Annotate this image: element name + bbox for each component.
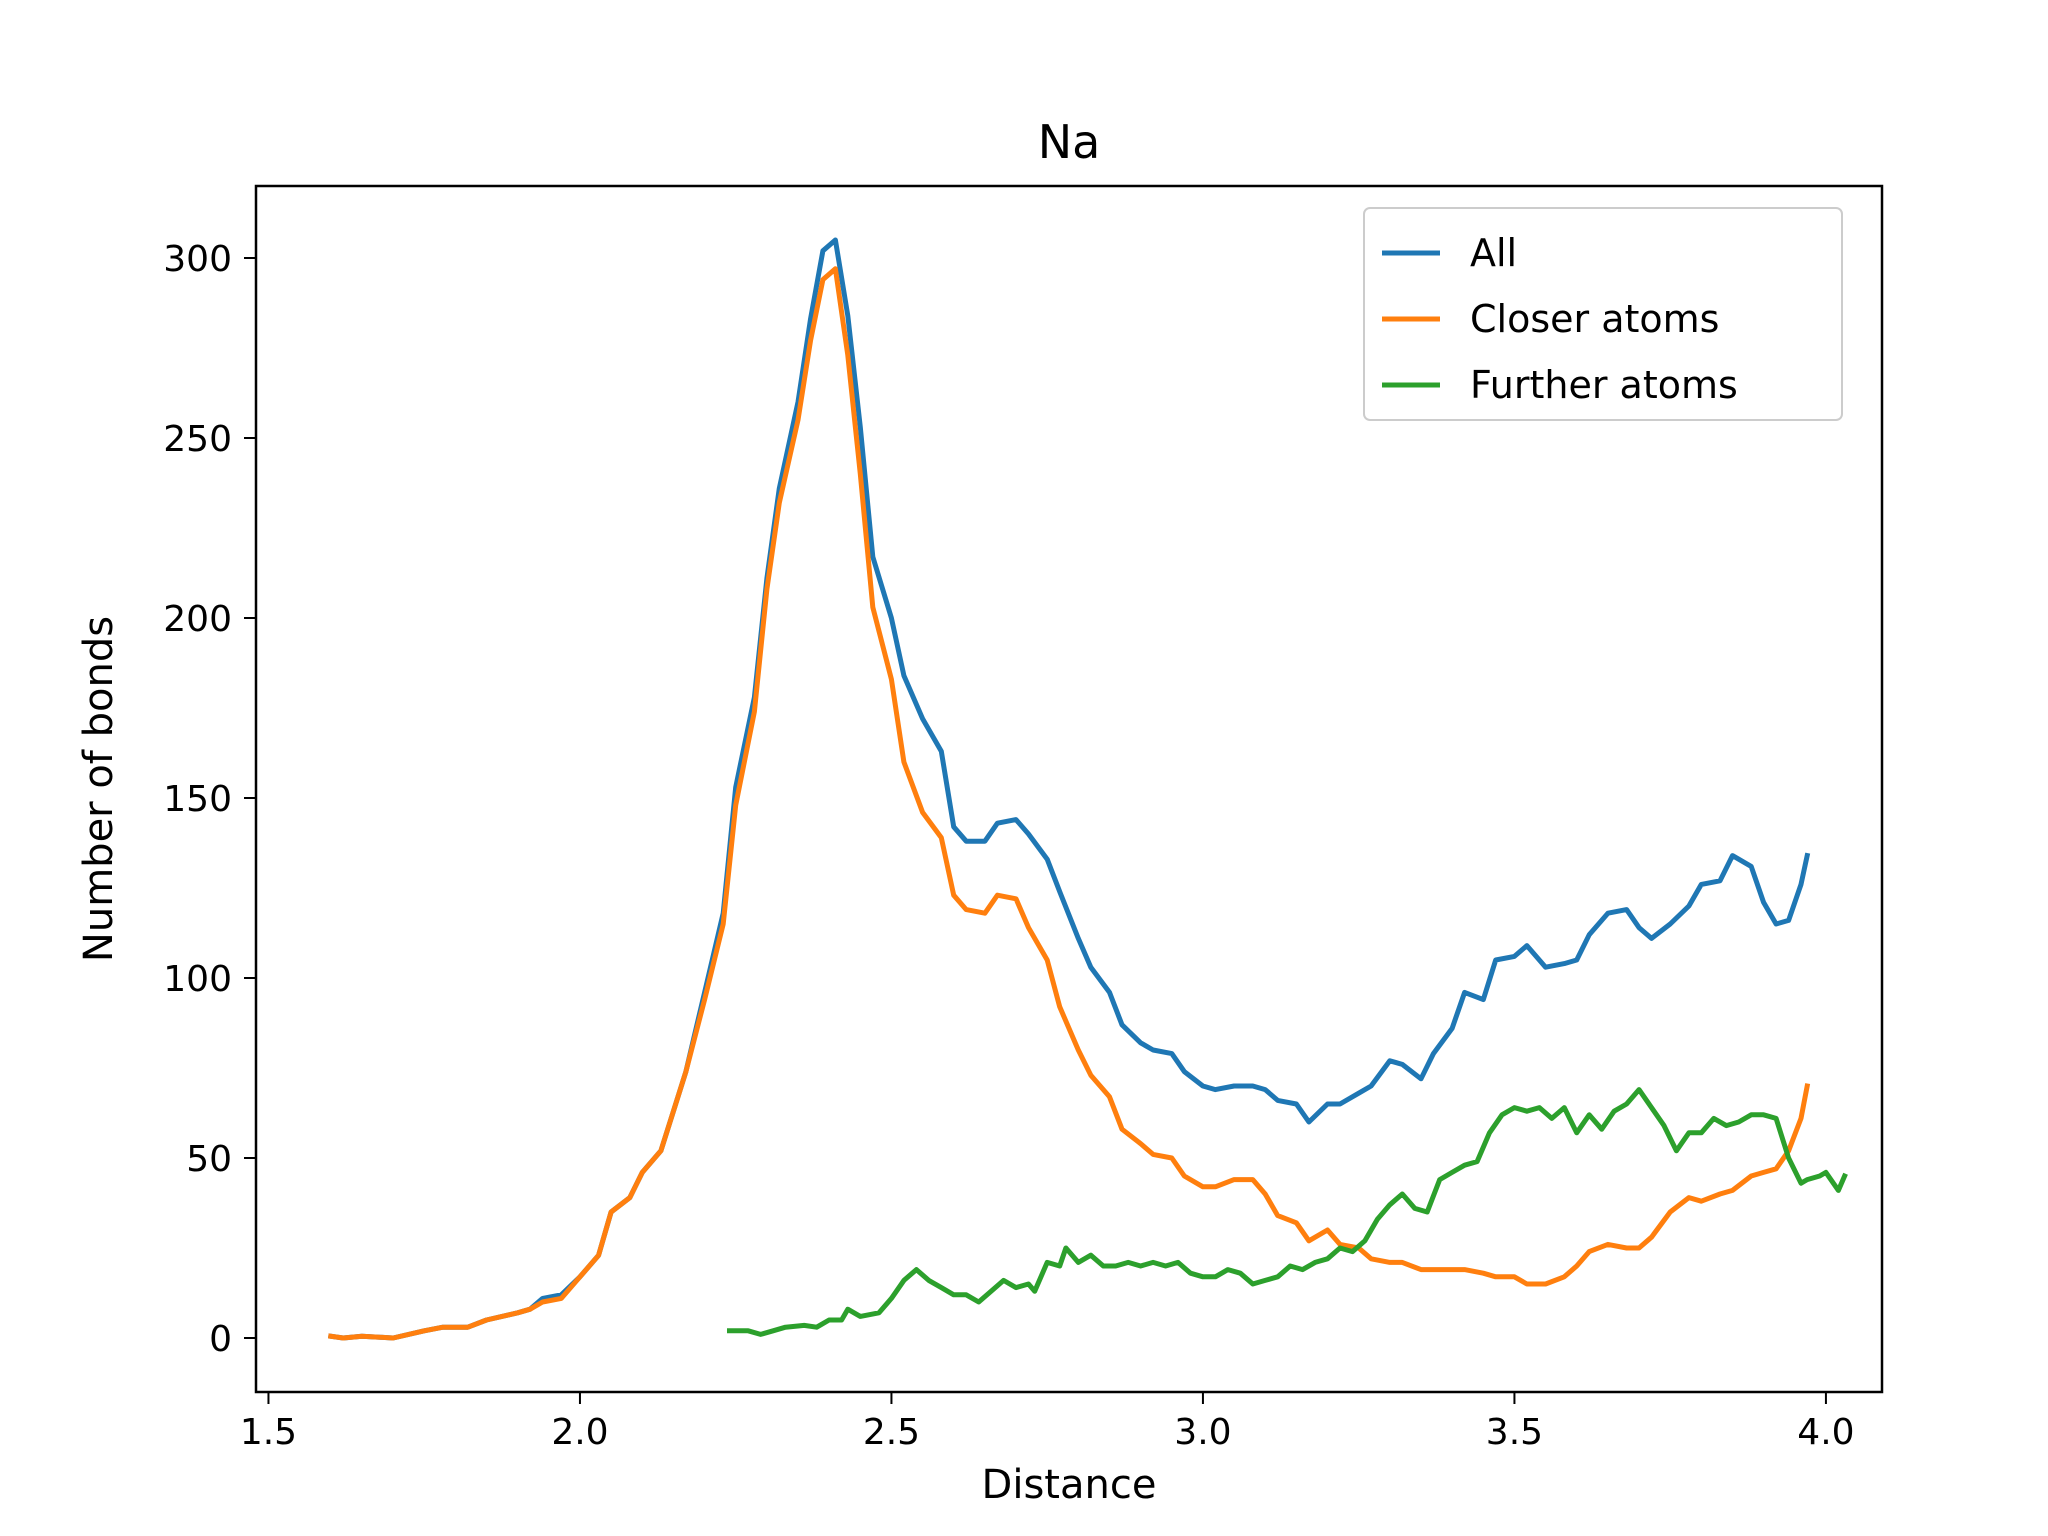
y-axis-label: Number of bonds bbox=[76, 616, 122, 962]
y-tick-label: 300 bbox=[163, 239, 232, 280]
legend-label: Closer atoms bbox=[1470, 297, 1719, 341]
series-line-closer-atoms bbox=[327, 266, 1811, 1341]
y-tick-label: 50 bbox=[186, 1139, 232, 1180]
y-tick-label: 0 bbox=[209, 1319, 232, 1360]
chart-title: Na bbox=[1038, 115, 1101, 169]
x-tick-label: 3.0 bbox=[1174, 1412, 1231, 1453]
y-tick-label: 200 bbox=[163, 599, 232, 640]
y-tick-label: 150 bbox=[163, 779, 232, 820]
x-tick-label: 2.0 bbox=[551, 1412, 608, 1453]
legend-label: All bbox=[1470, 231, 1517, 275]
series-line-further-atoms bbox=[727, 1087, 1848, 1337]
plot-frame bbox=[254, 184, 1884, 1394]
legend: All Closer atoms Further atoms bbox=[1363, 207, 1843, 421]
series-layer bbox=[327, 237, 1848, 1341]
legend-label: Further atoms bbox=[1470, 363, 1738, 407]
x-axis-label: Distance bbox=[982, 1462, 1157, 1508]
x-tick-label: 2.5 bbox=[863, 1412, 920, 1453]
x-tick-label: 1.5 bbox=[240, 1412, 297, 1453]
x-tick-label: 3.5 bbox=[1486, 1412, 1543, 1453]
axes-layer: 1.5 2.0 2.5 3.0 3.5 4.0 0 50 100 150 200 250 300 bbox=[163, 184, 1884, 1453]
legend-box bbox=[1363, 207, 1843, 421]
y-tick-label: 100 bbox=[163, 959, 232, 1000]
y-tick-label: 250 bbox=[163, 419, 232, 460]
x-tick-label: 4.0 bbox=[1797, 1412, 1854, 1453]
